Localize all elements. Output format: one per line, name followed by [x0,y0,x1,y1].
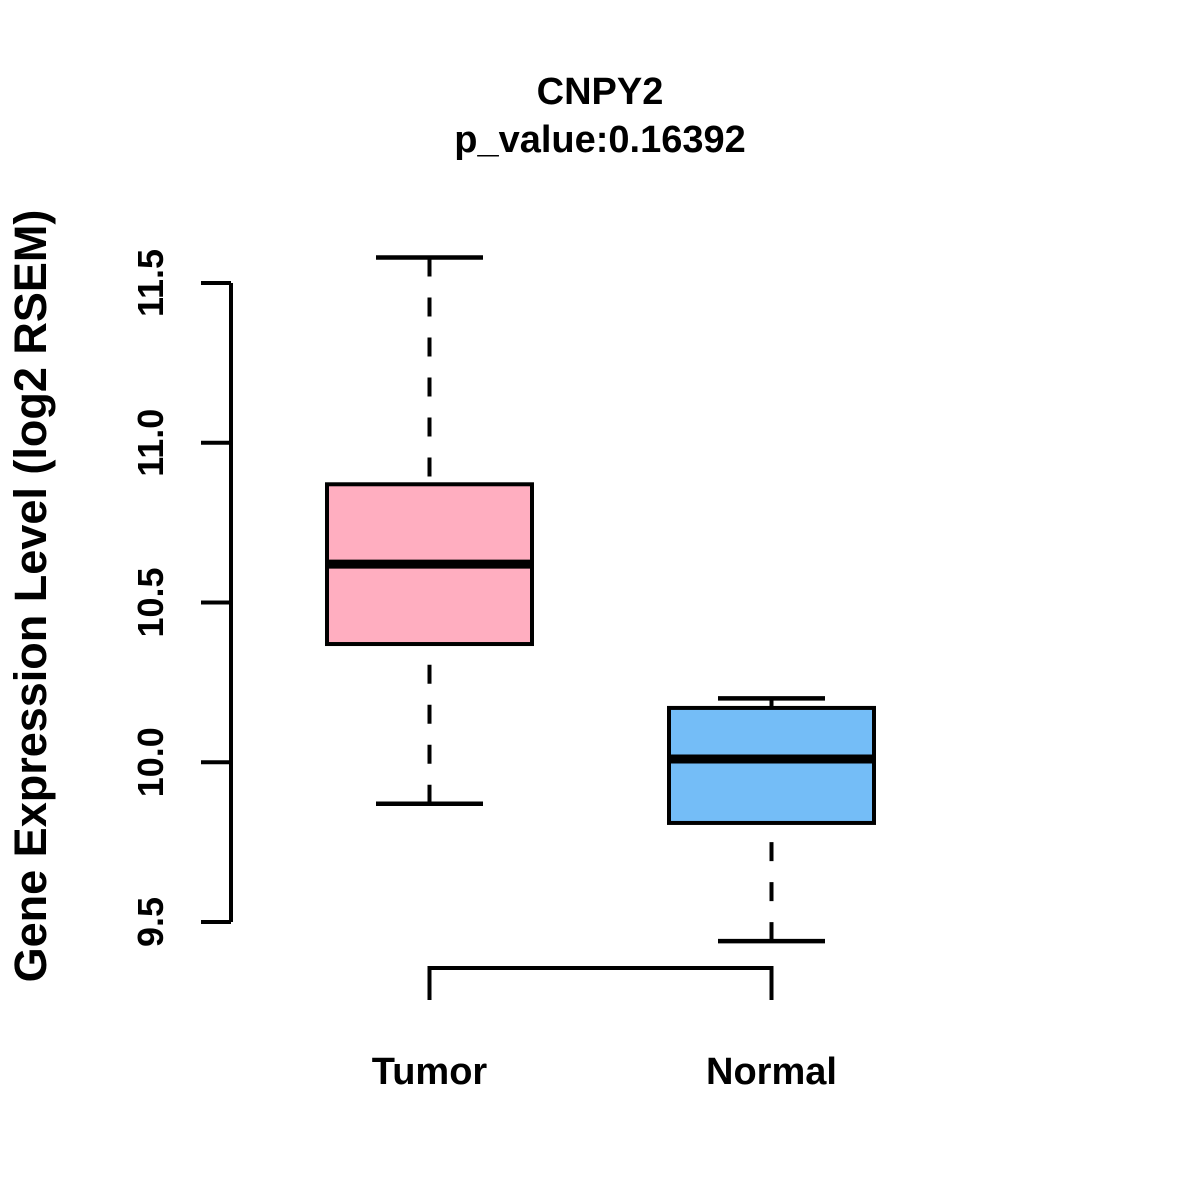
y-axis: 9.5 10.0 10.5 11.0 11.5 [130,249,233,947]
normal-box [667,705,876,825]
y-tick-label: 10.5 [130,567,171,637]
x-label-normal: Normal [706,1051,837,1093]
x-label-tumor: Tumor [372,1051,488,1093]
chart-title: CNPY2 [537,71,664,113]
y-tick-label: 11.0 [130,409,171,477]
box-group [325,482,876,825]
y-tick-label: 9.5 [130,897,171,947]
y-axis-title: Gene Expression Level (log2 RSEM) [5,210,56,983]
whisker-group [376,255,825,944]
x-axis: Tumor Normal [372,966,837,1093]
chart-subtitle: p_value:0.16392 [454,119,746,161]
y-tick-label: 11.5 [130,249,171,317]
x-axis-line [427,966,774,1000]
y-tick-label: 10.0 [130,727,171,797]
